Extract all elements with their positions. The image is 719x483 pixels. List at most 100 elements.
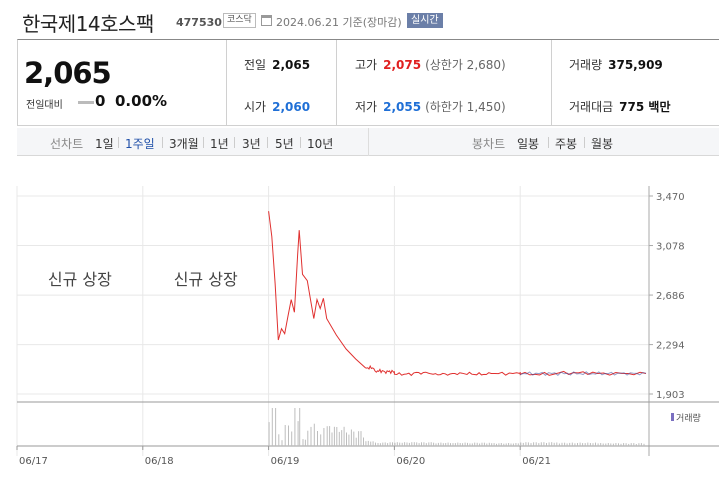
price-line-late [520, 371, 647, 376]
volume-bar [508, 443, 510, 446]
volume-bar [353, 431, 355, 446]
volume-bar [633, 443, 635, 446]
period-1y[interactable]: 1년 [210, 137, 229, 151]
volume-bar [496, 443, 497, 446]
volume-bar [520, 442, 522, 446]
volume-bar [483, 442, 485, 446]
period-1w[interactable]: 1주일 [125, 137, 155, 151]
volume-bar [551, 442, 553, 446]
volume-bar [462, 443, 464, 446]
volume-bar [377, 443, 379, 446]
separator [548, 137, 549, 148]
volume-bar [574, 443, 576, 446]
separator [162, 137, 163, 148]
period-1d[interactable]: 1일 [95, 137, 114, 151]
trade-amount: 거래대금 775 백만 [569, 100, 671, 114]
volume-bar [535, 442, 537, 446]
volume-bar [503, 443, 505, 446]
volume: 거래량 375,909 [569, 58, 663, 72]
volume-bar [543, 442, 545, 446]
price-summary: 2,065 전일대비 0 0.00% 전일 2,065 시가 2,060 고가 2,0… [17, 39, 719, 126]
volume-bar [515, 443, 517, 446]
volume-bar [493, 443, 495, 446]
period-bar-divider [368, 128, 369, 156]
volume-bar [566, 443, 568, 446]
volume-bar [430, 442, 432, 446]
volume-legend-swatch [671, 413, 674, 421]
volume-bar [329, 426, 331, 446]
volume-bar [302, 439, 304, 446]
volume-bar [452, 443, 454, 446]
volume-bar [304, 439, 306, 446]
volume-bar [372, 441, 374, 446]
volume-bar [288, 425, 289, 446]
volume-bar [589, 443, 591, 446]
volume-bar [416, 442, 418, 446]
volume-bar [271, 408, 273, 446]
volume-bar [577, 443, 578, 446]
realtime-button[interactable]: 실시간 [407, 13, 443, 28]
volume-bar [408, 442, 410, 446]
volume-bar [392, 442, 393, 446]
volume-bar [510, 443, 512, 446]
volume-bar [447, 442, 449, 446]
volume-bar [278, 434, 280, 446]
volume-bar [618, 443, 619, 446]
new-listing-annotation: 신규 상장 [48, 270, 112, 289]
volume-bar [553, 442, 555, 446]
volume-bar [350, 429, 352, 446]
volume-bar [597, 443, 599, 446]
volume-bar [522, 442, 524, 446]
y-tick-label: 3,470 [656, 192, 685, 203]
x-tick-label: 06/17 [19, 456, 48, 467]
price-chart[interactable]: 신규 상장 신규 상장 3,470 3,078 2,686 2,294 1,903 06/… [0, 156, 719, 483]
period-daily-candle[interactable]: 일봉 [517, 137, 540, 151]
volume-bar [333, 426, 335, 446]
volume-bar [320, 434, 322, 446]
volume-bar [394, 442, 396, 446]
volume-bar [418, 443, 420, 446]
volume-bar [488, 442, 490, 446]
period-3y[interactable]: 3년 [242, 137, 261, 151]
volume-bar [442, 443, 444, 446]
volume-bar [323, 428, 325, 446]
volume-bar [558, 443, 560, 446]
volume-bar [587, 442, 589, 446]
period-3m[interactable]: 3개월 [169, 137, 199, 151]
volume-bar [375, 442, 376, 446]
volume-bar [512, 443, 514, 446]
column-divider [336, 40, 337, 126]
volume-bar [615, 443, 617, 446]
separator [584, 137, 585, 148]
volume-bar [630, 443, 632, 446]
volume-bar [638, 443, 640, 446]
market-badge: 코스닥 [223, 13, 256, 28]
volume-bar [313, 423, 315, 446]
high-price: 고가 2,075 (상한가 2,680) [355, 58, 506, 72]
volume-bar [307, 430, 309, 446]
volume-bar [643, 443, 645, 446]
volume-bar [556, 442, 558, 446]
volume-bar [500, 443, 502, 446]
period-monthly-candle[interactable]: 월봉 [591, 137, 614, 151]
y-tick-label: 2,686 [656, 291, 685, 302]
period-5y[interactable]: 5년 [275, 137, 294, 151]
volume-bar [326, 426, 328, 446]
volume-bar [331, 432, 333, 446]
volume-bar [365, 441, 367, 446]
period-10y[interactable]: 10년 [307, 137, 334, 151]
price-chart-svg[interactable]: 신규 상장 신규 상장 3,470 3,078 2,686 2,294 1,903 06/… [0, 156, 719, 483]
volume-bar [469, 443, 471, 446]
volume-bar [346, 432, 347, 446]
volume-bar [592, 443, 594, 446]
stock-code: 477530 [176, 16, 222, 29]
volume-bar [530, 443, 532, 446]
column-divider [551, 40, 552, 126]
volume-bar [459, 443, 461, 446]
volume-bar [435, 443, 437, 446]
x-tick-label: 06/21 [522, 456, 551, 467]
period-selector: 선차트 1일 1주일 3개월 1년 3년 5년 10년 봉차트 일봉 주봉 월봉 [17, 128, 719, 156]
volume-bar [602, 443, 604, 446]
volume-bar [396, 442, 398, 446]
period-weekly-candle[interactable]: 주봉 [555, 137, 578, 151]
